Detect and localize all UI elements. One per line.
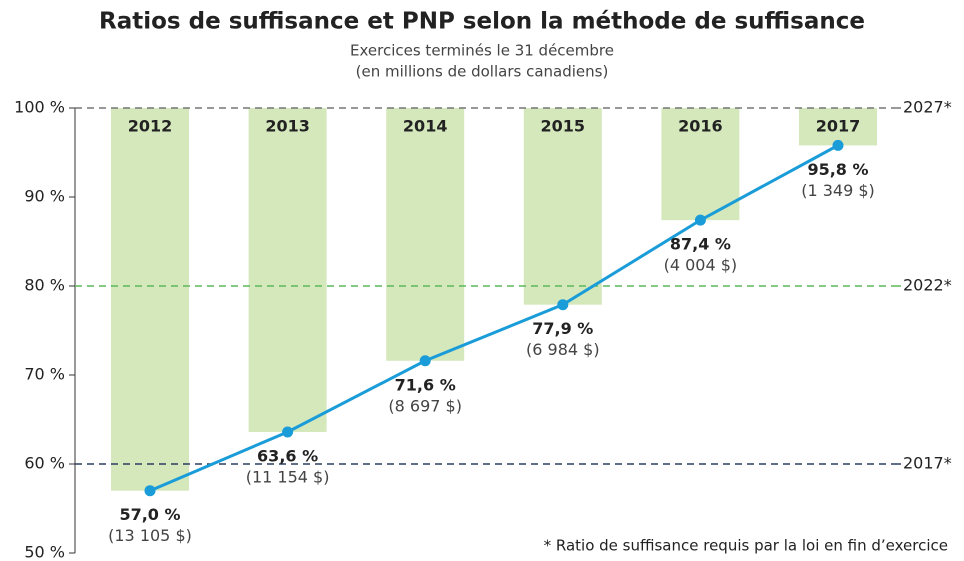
category-label: 2017 xyxy=(816,117,861,136)
amount-label: (4 004 $) xyxy=(664,256,738,275)
y-tick-label: 60 % xyxy=(24,454,65,473)
point xyxy=(557,299,569,311)
point xyxy=(282,426,294,438)
y-tick-label: 90 % xyxy=(24,187,65,206)
value-label: 87,4 % xyxy=(670,235,731,254)
y-tick-label: 80 % xyxy=(24,276,65,295)
y-tick-label: 70 % xyxy=(24,365,65,384)
amount-label: (6 984 $) xyxy=(526,340,600,359)
point xyxy=(144,485,156,497)
value-label: 95,8 % xyxy=(807,160,868,179)
amount-label: (11 154 $) xyxy=(246,467,330,486)
bar xyxy=(248,108,327,432)
y-tick-label: 100 % xyxy=(14,98,65,117)
bar xyxy=(111,108,189,491)
bar xyxy=(523,108,602,305)
subtitle: Exercices terminés le 31 décembre xyxy=(350,42,614,60)
bar xyxy=(386,108,465,361)
chart-title: Ratios de suffisance et PNP selon la mét… xyxy=(99,9,865,35)
value-label: 63,6 % xyxy=(257,446,318,465)
reference-label: 2017* xyxy=(903,454,952,473)
category-label: 2014 xyxy=(403,117,448,136)
category-label: 2016 xyxy=(678,117,723,136)
amount-label: (13 105 $) xyxy=(108,526,192,545)
value-label: 71,6 % xyxy=(395,375,456,394)
point xyxy=(419,355,431,367)
value-label: 57,0 % xyxy=(119,505,180,524)
category-label: 2015 xyxy=(541,117,586,136)
line xyxy=(149,144,839,493)
footnote: * Ratio de suffisance requis par la loi … xyxy=(544,537,948,555)
bar xyxy=(661,108,740,221)
amount-label: (8 697 $) xyxy=(388,396,462,415)
reference-label: 2027* xyxy=(903,98,952,117)
amount-label: (1 349 $) xyxy=(801,181,875,200)
category-label: 2013 xyxy=(265,117,310,136)
value-label: 77,9 % xyxy=(532,319,593,338)
y-tick-label: 50 % xyxy=(24,543,65,561)
point xyxy=(832,139,844,151)
subtitle: (en millions de dollars canadiens) xyxy=(356,63,609,81)
bar xyxy=(799,108,877,146)
reference-label: 2022* xyxy=(903,276,952,295)
point xyxy=(694,214,706,226)
category-label: 2012 xyxy=(128,117,173,136)
